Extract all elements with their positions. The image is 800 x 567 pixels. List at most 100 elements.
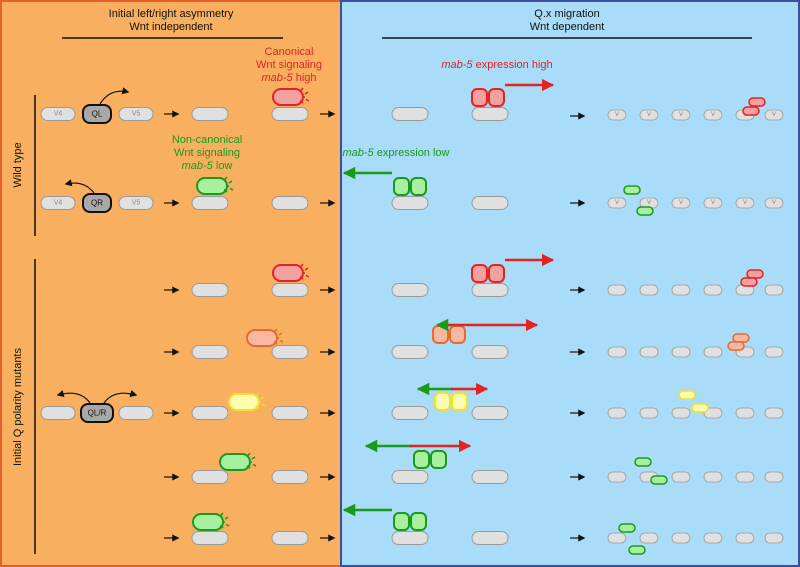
seam-cell: [391, 531, 429, 545]
signal-burst: [223, 189, 228, 193]
signal-burst: [261, 403, 266, 407]
signal-burst: [224, 516, 229, 520]
signal-burst: [279, 339, 284, 343]
v-cell: [764, 284, 784, 296]
migrated-cell: [746, 269, 764, 279]
v-cell-label: V: [772, 112, 776, 118]
daughter-cell: [430, 450, 447, 469]
v-cell-label: V: [711, 112, 715, 118]
migrated-cell: [742, 106, 760, 116]
migrated-cell: [748, 97, 766, 107]
signal-burst: [223, 176, 228, 182]
v-cell: [735, 532, 755, 544]
daughter-cell: [393, 512, 410, 531]
qlr-cell: [80, 403, 114, 423]
seam-cell: [271, 107, 309, 121]
v5-label: V5: [132, 200, 141, 207]
signal-burst: [305, 98, 310, 102]
signal-burst: [219, 525, 224, 529]
migrated-cell: [732, 333, 750, 343]
right-title-line2: Wnt dependent: [530, 21, 605, 33]
daughter-cell: [488, 264, 505, 283]
expression-low-label: mab-5 expression low: [342, 147, 449, 159]
migrated-cell: [636, 206, 654, 216]
qr-label: QR: [91, 199, 103, 208]
seam-cell: [191, 107, 229, 121]
seam-cell: [191, 345, 229, 359]
migrated-cell: [727, 341, 745, 351]
seam-cell: [191, 531, 229, 545]
right-title-line1: Q.x migration: [534, 8, 599, 20]
q-cell: [272, 88, 304, 106]
seam-cell: [40, 107, 76, 121]
signal-burst: [273, 328, 278, 334]
seam-cell: [271, 470, 309, 484]
signal-burst: [246, 452, 251, 458]
daughter-cell: [434, 392, 451, 411]
signal-burst: [299, 100, 304, 104]
noncanonical-label-line2: Wnt signaling: [174, 147, 240, 159]
v-cell: [764, 407, 784, 419]
signal-burst: [299, 87, 304, 93]
noncanonical-label-line1: Non-canonical: [172, 134, 242, 146]
migrated-cell: [678, 390, 696, 400]
v-cell: [703, 471, 723, 483]
left-title-line2: Wnt independent: [129, 21, 212, 33]
v-cell-label: V: [772, 200, 776, 206]
signal-burst: [228, 180, 233, 184]
v-cell-label: V: [711, 200, 715, 206]
noncanonical-label-line3: mab-5 low: [182, 160, 233, 172]
signal-burst: [299, 263, 304, 269]
ql-polarization-arrow: [99, 87, 130, 105]
q-cell: [246, 329, 278, 347]
signal-burst: [255, 392, 260, 398]
v-cell: [671, 109, 691, 121]
migrated-cell: [691, 403, 709, 413]
seam-cell: [40, 196, 76, 210]
v-cell: [703, 197, 723, 209]
v-cell-label: V: [743, 200, 747, 206]
v-cell-label: V: [615, 112, 619, 118]
signal-burst: [304, 91, 309, 95]
v-cell: [764, 109, 784, 121]
ql-cell: [82, 104, 112, 124]
v-cell: [607, 109, 627, 121]
v-cell: [607, 284, 627, 296]
canonical-label-line1: Canonical: [265, 46, 314, 58]
signal-burst: [246, 465, 251, 469]
v-cell: [671, 346, 691, 358]
signal-burst: [273, 341, 278, 345]
seam-cell: [118, 196, 154, 210]
v-cell: [639, 284, 659, 296]
v-cell-label: V: [679, 112, 683, 118]
daughter-cell: [432, 325, 449, 344]
signal-burst: [299, 276, 304, 280]
migrated-cell: [618, 523, 636, 533]
seam-cell: [271, 196, 309, 210]
seam-cell: [118, 107, 154, 121]
v-cell: [607, 407, 627, 419]
daughter-cell: [488, 88, 505, 107]
seam-cell: [471, 406, 509, 420]
v-cell: [703, 284, 723, 296]
daughter-cell: [410, 177, 427, 196]
v-cell: [703, 407, 723, 419]
v-cell: [703, 109, 723, 121]
seam-cell: [191, 406, 229, 420]
v-cell-label: V: [615, 200, 619, 206]
v-cell: [639, 109, 659, 121]
migrated-cell: [740, 277, 758, 287]
mutants-label: Initial Q polarity mutants: [12, 348, 24, 466]
migrated-cell: [628, 545, 646, 555]
v-cell: [735, 471, 755, 483]
qlr-right-arrow: [103, 390, 138, 404]
seam-cell: [391, 196, 429, 210]
wild-type-label: Wild type: [12, 142, 24, 187]
v-cell: [639, 532, 659, 544]
v-cell: [764, 471, 784, 483]
v4-label: V4: [54, 111, 63, 118]
daughter-cell: [451, 392, 468, 411]
q-cell: [228, 393, 260, 411]
seam-cell: [471, 531, 509, 545]
seam-cell: [391, 107, 429, 121]
